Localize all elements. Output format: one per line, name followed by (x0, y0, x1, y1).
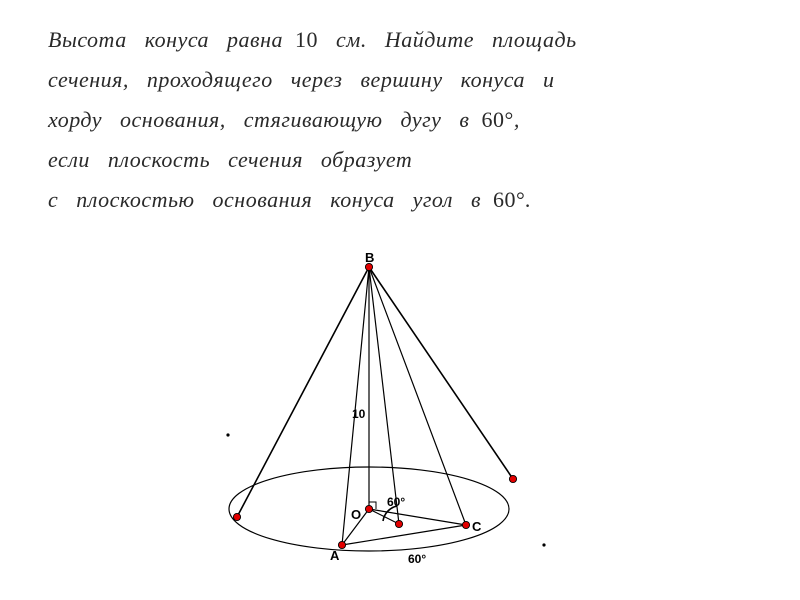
l2: сечения, проходящего через вершину конус… (48, 67, 554, 92)
label-height: 10 (352, 407, 365, 421)
cone-figure: B O A C 10 60° 60° (195, 255, 605, 595)
l4: если плоскость сечения образует (48, 147, 412, 172)
l1b: см. Найдите площадь (318, 27, 577, 52)
label-C: C (472, 519, 481, 534)
label-B: B (365, 250, 374, 265)
label-A: A (330, 548, 339, 563)
l1n: 10 (295, 27, 318, 52)
label-O: O (351, 507, 361, 522)
cone-svg (195, 255, 605, 595)
l5n: 60 (493, 187, 516, 212)
l1a: Высота конуса равна (48, 27, 295, 52)
l5d: ° (516, 187, 525, 212)
l3d: ° (505, 107, 514, 132)
l3a: хорду основания, стягивающую дугу в (48, 107, 482, 132)
label-angle-bottom: 60° (408, 552, 426, 566)
problem-text: Высота конуса равна 10 см. Найдите площа… (48, 20, 748, 220)
l3b: , (514, 107, 520, 132)
l3n: 60 (482, 107, 505, 132)
l5a: с плоскостью основания конуса угол в (48, 187, 493, 212)
l5b: . (525, 187, 531, 212)
label-angle-top: 60° (387, 495, 405, 509)
